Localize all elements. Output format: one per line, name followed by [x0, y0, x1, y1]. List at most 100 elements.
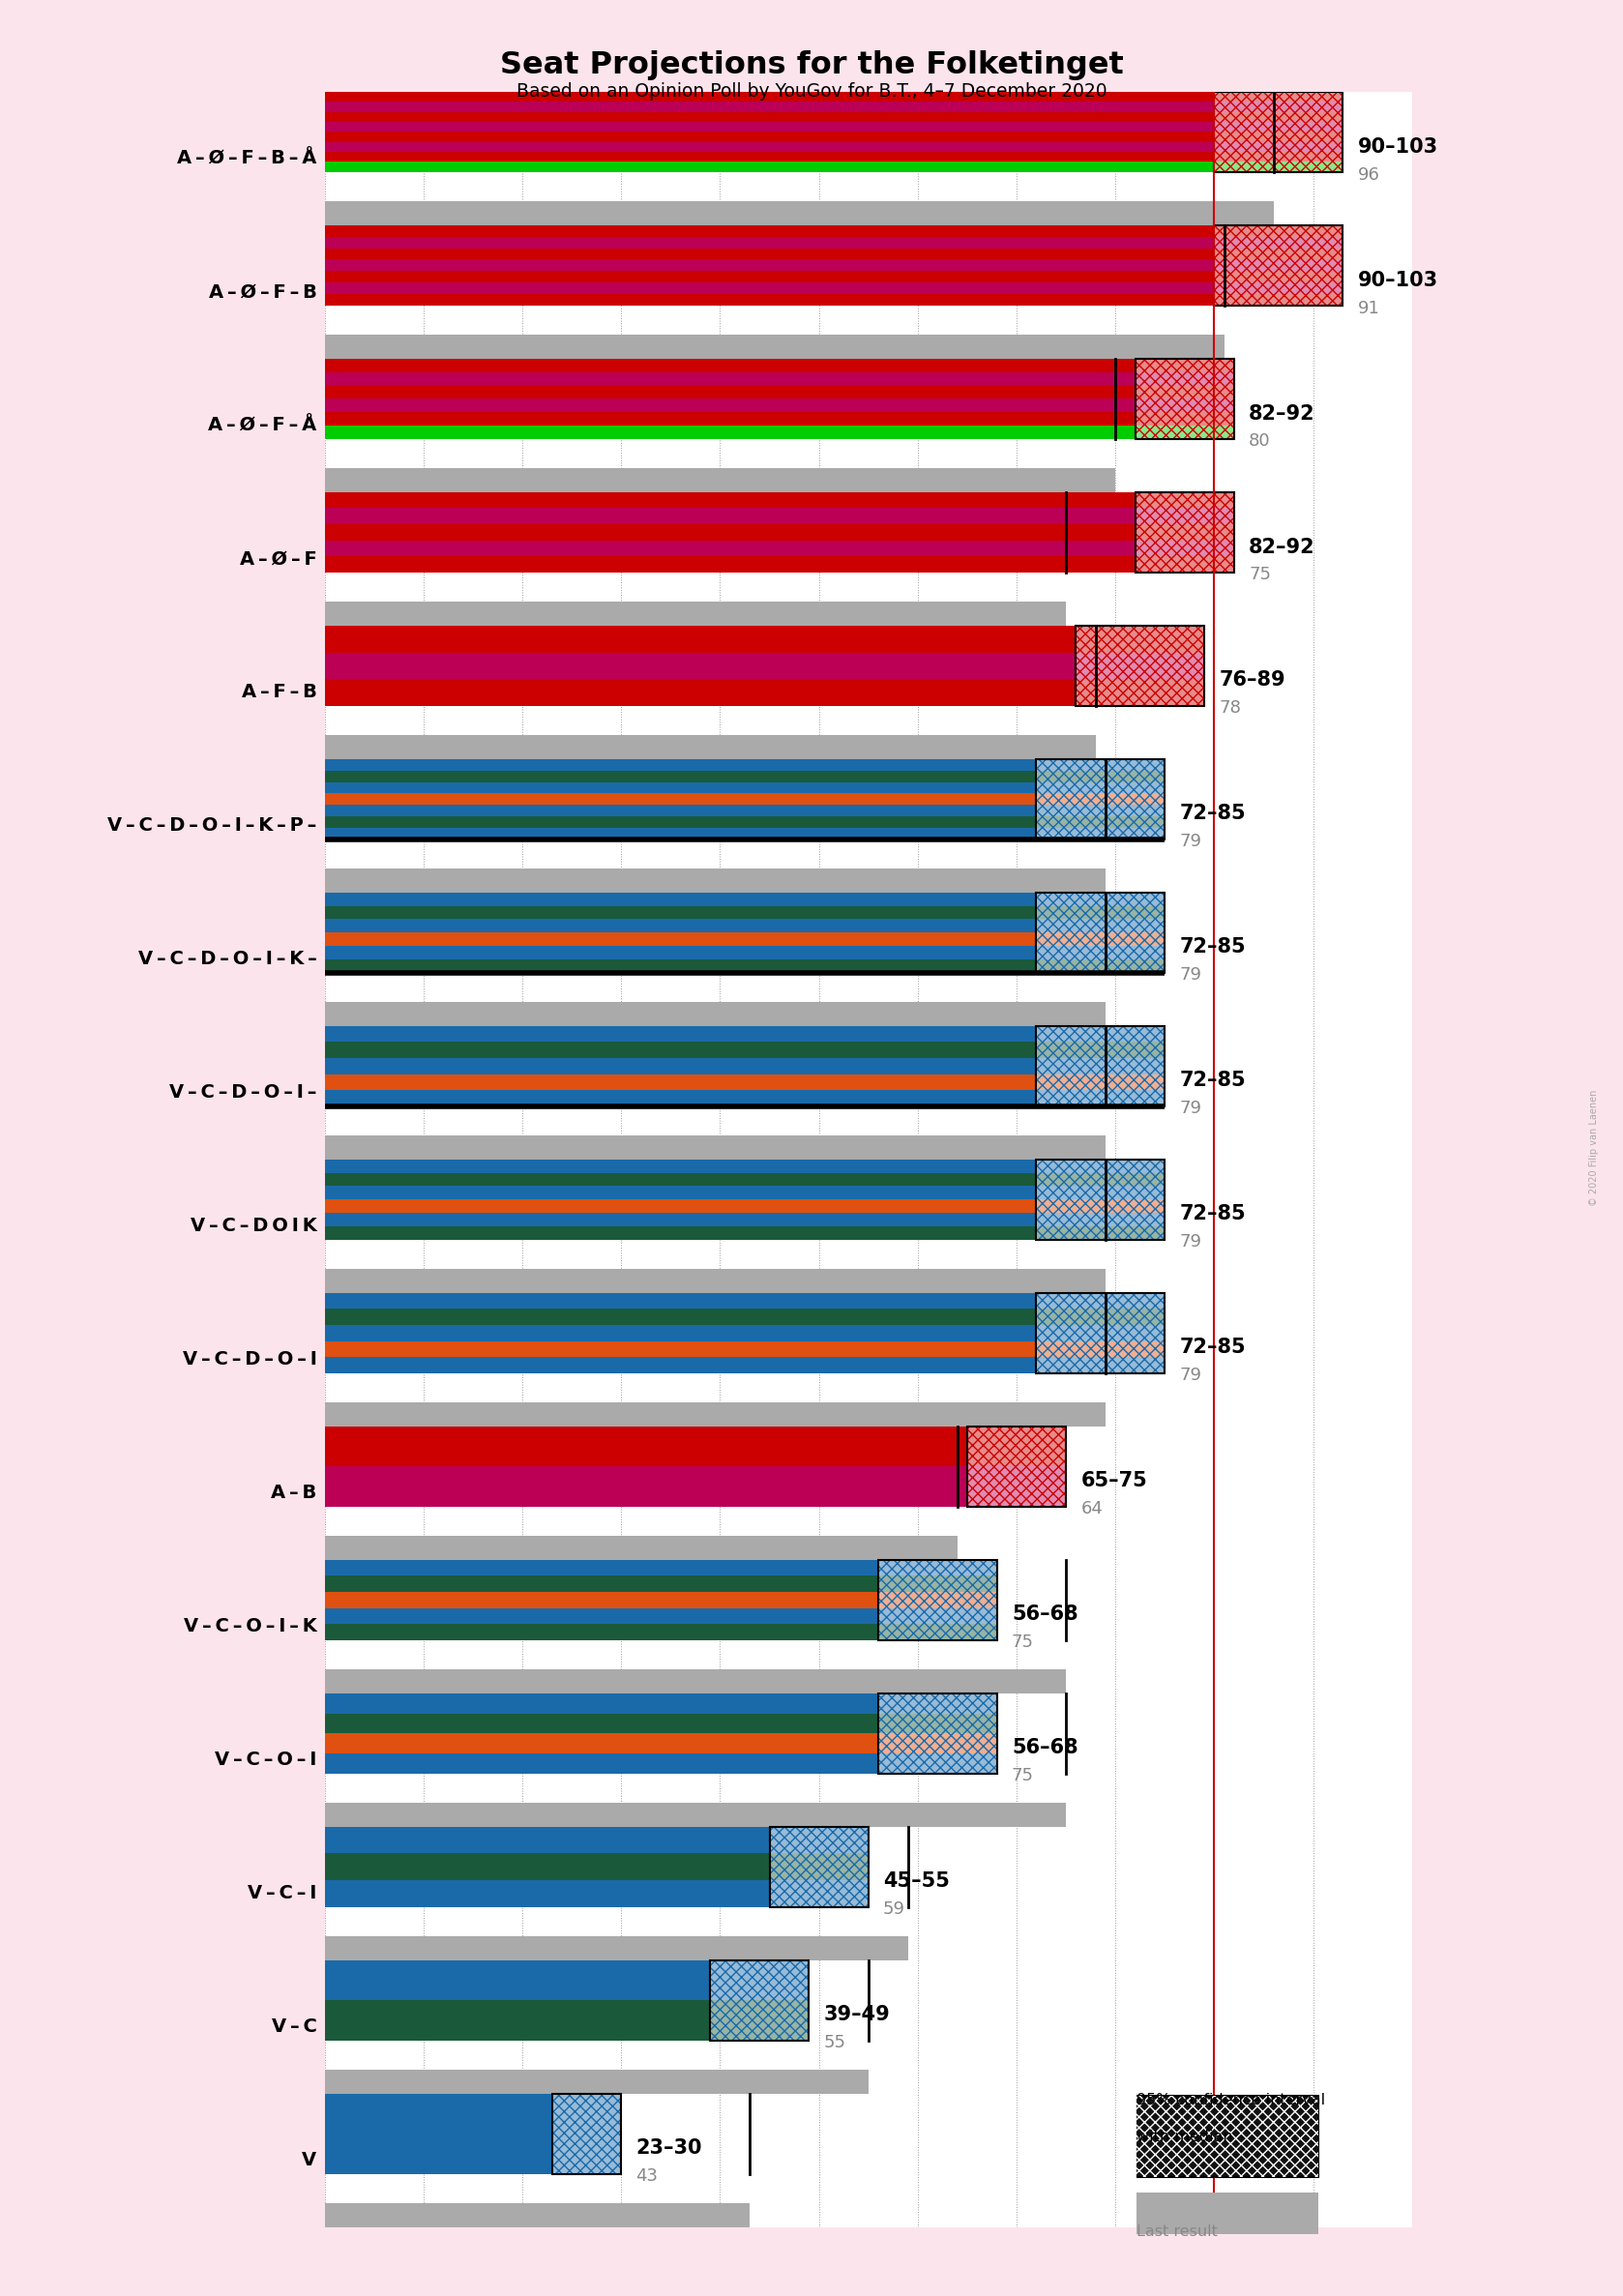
Bar [1037, 946, 1165, 960]
Bar [325, 122, 1214, 131]
Bar [1037, 1026, 1165, 1107]
Bar [325, 1694, 1412, 1828]
Bar [878, 1559, 997, 1575]
Bar [1214, 92, 1342, 101]
Bar [1037, 1159, 1165, 1240]
Text: 75: 75 [1011, 1768, 1034, 1784]
Bar [1134, 507, 1233, 523]
Bar [1037, 1026, 1165, 1107]
Text: 82–92: 82–92 [1248, 404, 1315, 422]
Bar [711, 1961, 808, 2041]
Bar [1214, 163, 1342, 172]
Text: A – Ø – F: A – Ø – F [240, 549, 316, 567]
Bar [325, 1607, 878, 1623]
Bar [325, 1341, 1037, 1357]
Bar [1037, 794, 1165, 806]
Bar [1134, 556, 1233, 572]
Bar [1076, 627, 1204, 705]
Bar [325, 1961, 711, 2000]
Bar [325, 1880, 769, 1906]
Bar [967, 1467, 1066, 1506]
Bar [1134, 358, 1233, 439]
Bar [1037, 1042, 1165, 1058]
Bar [1076, 627, 1204, 705]
Bar [325, 113, 1214, 122]
Bar [325, 1325, 1037, 1341]
Text: Last result: Last result [1136, 2225, 1217, 2239]
Bar [325, 1559, 1412, 1694]
Bar [769, 1828, 868, 1906]
Bar [1214, 101, 1342, 113]
Bar [325, 1270, 1105, 1293]
Bar [325, 425, 1134, 439]
Bar [1037, 760, 1165, 840]
Bar [769, 1828, 868, 1853]
Text: 72–85: 72–85 [1180, 1339, 1246, 1357]
Bar [325, 358, 1412, 491]
Text: A – Ø – F – B – Å: A – Ø – F – B – Å [177, 149, 316, 168]
Bar [325, 1001, 1105, 1026]
Bar [878, 1754, 997, 1773]
Bar [1134, 358, 1233, 372]
Bar [325, 760, 1412, 893]
Bar [552, 2094, 622, 2174]
Text: 76–89: 76–89 [1219, 670, 1285, 691]
Bar [325, 1828, 769, 1853]
Text: 79: 79 [1180, 1233, 1203, 1251]
Bar [325, 372, 1134, 386]
Text: 91: 91 [1357, 298, 1380, 317]
Bar [1037, 760, 1165, 840]
Bar [325, 1559, 878, 1575]
Bar [1037, 1293, 1165, 1373]
Text: 72–85: 72–85 [1180, 804, 1246, 824]
Bar [325, 413, 1134, 425]
Bar [325, 1199, 1037, 1212]
Bar [1037, 1357, 1165, 1373]
Bar [769, 1828, 868, 1906]
Bar [1037, 1226, 1165, 1240]
Bar [325, 248, 1214, 259]
Bar [325, 540, 1134, 556]
Bar [552, 2094, 622, 2174]
Text: 72–85: 72–85 [1180, 1070, 1246, 1091]
Bar [325, 2069, 868, 2094]
Bar [325, 1575, 878, 1591]
Bar [325, 1058, 1037, 1075]
Bar [1037, 1293, 1165, 1309]
Bar [325, 771, 1037, 783]
Bar [325, 960, 1037, 974]
Text: 75: 75 [1011, 1635, 1034, 1651]
Bar [1076, 680, 1204, 705]
Bar [325, 92, 1412, 225]
Bar [325, 2204, 750, 2227]
Bar [1134, 523, 1233, 540]
Bar [325, 1159, 1037, 1173]
Bar [325, 491, 1412, 627]
Bar [1037, 1187, 1165, 1199]
Bar [325, 294, 1214, 305]
Text: 90–103: 90–103 [1357, 271, 1438, 289]
Bar [325, 259, 1214, 271]
Text: 55: 55 [824, 2034, 846, 2053]
Text: 59: 59 [883, 1901, 906, 1917]
Bar [325, 1173, 1037, 1187]
Bar [878, 1559, 997, 1639]
Bar [1214, 294, 1342, 305]
Bar [1037, 806, 1165, 817]
Bar [1037, 1212, 1165, 1226]
Bar [325, 2000, 711, 2041]
Bar [1134, 491, 1233, 572]
Bar [325, 735, 1096, 760]
Bar [325, 893, 1037, 907]
Bar [325, 1159, 1412, 1293]
Text: V – C: V – C [271, 2018, 316, 2037]
Bar [1037, 893, 1165, 974]
Bar [1214, 282, 1342, 294]
Bar [1037, 1026, 1165, 1107]
Bar [1037, 1293, 1165, 1373]
Text: V – C – D O I K: V – C – D O I K [190, 1217, 316, 1235]
Text: V – C – D – O – I – K –: V – C – D – O – I – K – [138, 951, 316, 969]
Bar [325, 523, 1134, 540]
Bar [1214, 122, 1342, 131]
Bar [1214, 113, 1342, 122]
